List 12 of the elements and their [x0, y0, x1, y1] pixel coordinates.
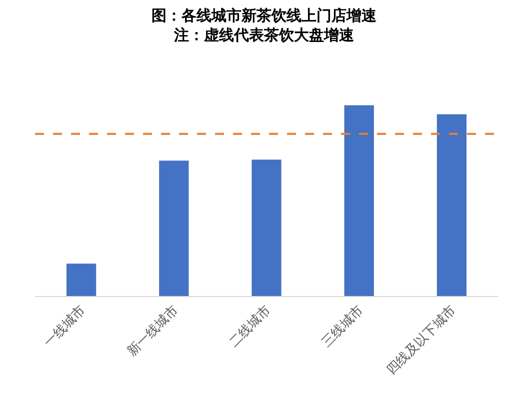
bar	[252, 160, 282, 296]
x-tick-label: 一线城市	[41, 302, 89, 350]
bar	[159, 160, 189, 296]
bar	[436, 114, 467, 296]
chart-title: 图：各线城市新茶饮线上门店增速	[152, 6, 378, 24]
bar	[66, 264, 96, 296]
x-tick-label: 四线及以下城市	[384, 302, 460, 378]
x-tick-label: 三线城市	[319, 302, 367, 350]
x-tick-label: 二线城市	[226, 302, 274, 350]
bar	[344, 105, 374, 296]
chart-subtitle: 注：虚线代表茶饮大盘增速	[173, 26, 355, 44]
x-tick-label: 新一线城市	[124, 302, 182, 360]
